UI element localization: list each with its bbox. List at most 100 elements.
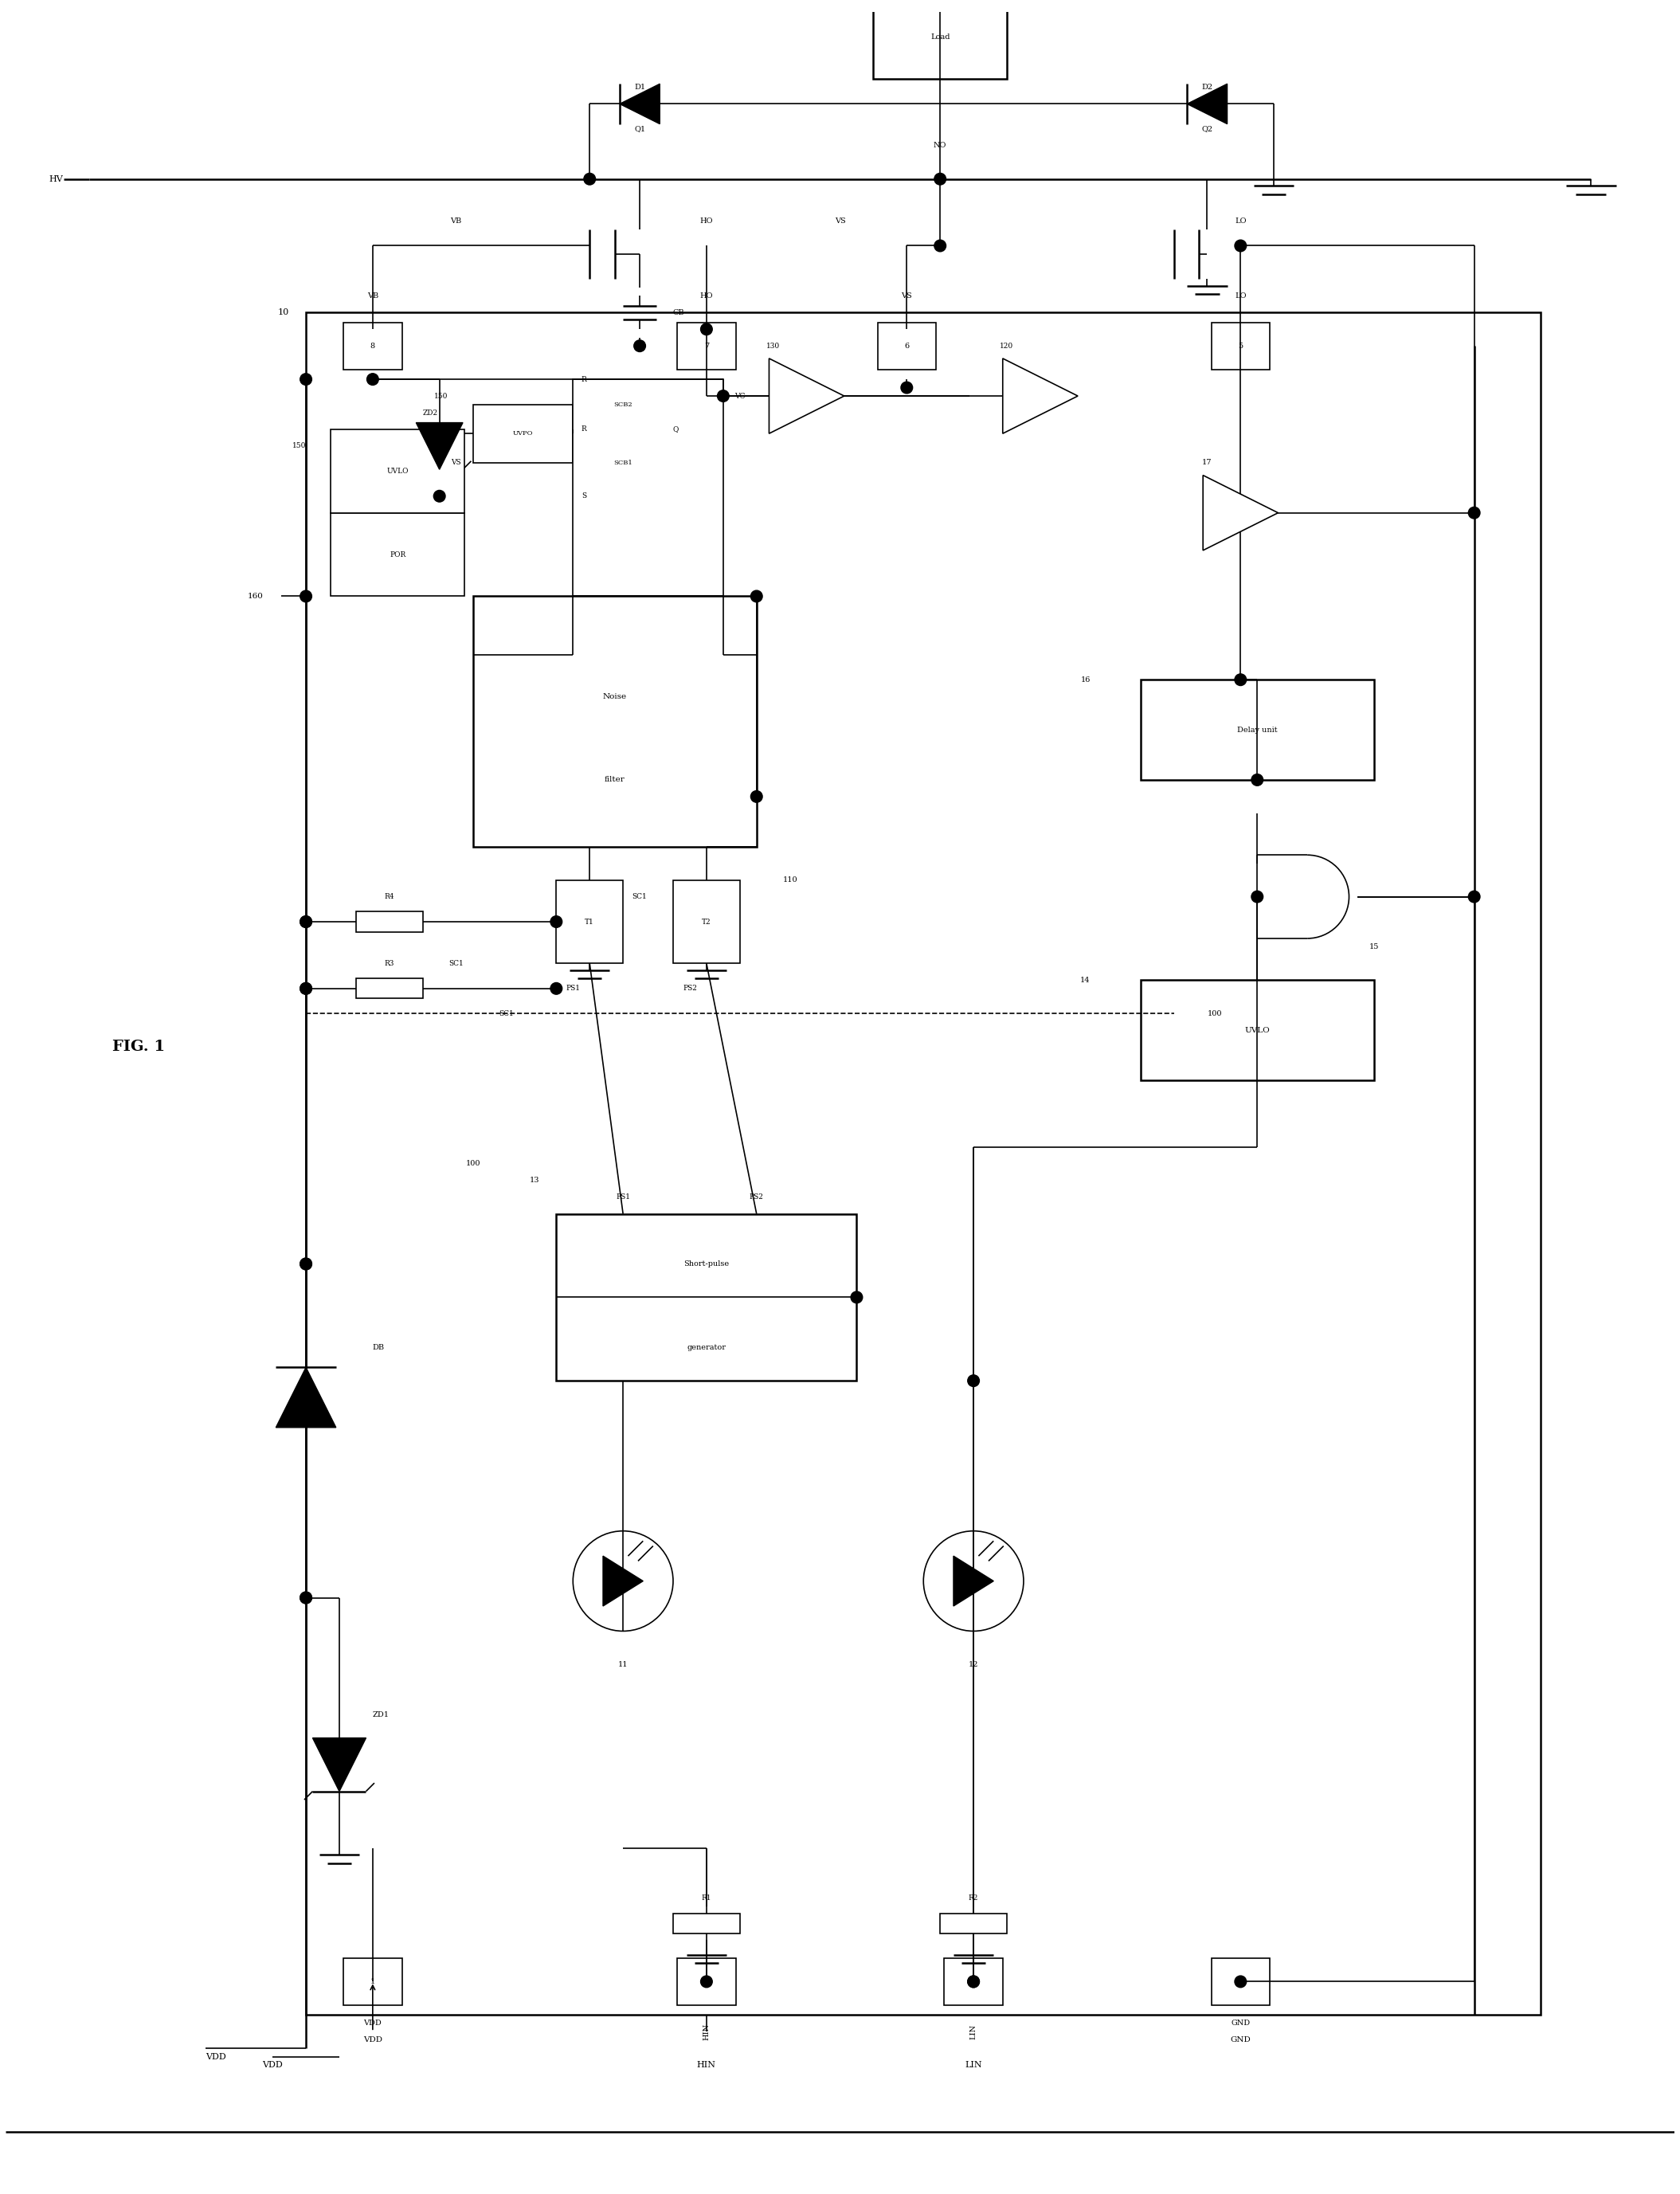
Circle shape xyxy=(900,382,912,393)
Text: Q2: Q2 xyxy=(1201,125,1213,132)
Circle shape xyxy=(1252,774,1263,785)
Text: HO: HO xyxy=(701,217,712,224)
Circle shape xyxy=(551,983,563,994)
Bar xyxy=(556,880,623,963)
Bar xyxy=(306,312,1541,2014)
Text: Load: Load xyxy=(931,33,949,42)
Circle shape xyxy=(301,983,312,994)
Bar xyxy=(556,1213,857,1380)
Polygon shape xyxy=(1203,476,1278,551)
Bar xyxy=(674,1913,739,1933)
Text: ZD1: ZD1 xyxy=(373,1711,390,1718)
Text: VDD: VDD xyxy=(363,2021,381,2027)
Text: R1: R1 xyxy=(702,1896,711,1902)
Bar xyxy=(1141,981,1374,1079)
Text: HIN: HIN xyxy=(702,2023,711,2040)
Text: SC1: SC1 xyxy=(632,893,647,900)
Bar xyxy=(472,404,573,463)
Text: UVLO: UVLO xyxy=(386,467,408,474)
Text: PS2: PS2 xyxy=(749,1194,764,1200)
Text: SC1: SC1 xyxy=(449,961,464,968)
Polygon shape xyxy=(620,83,660,123)
Text: HV: HV xyxy=(49,176,62,182)
Circle shape xyxy=(301,915,312,928)
Circle shape xyxy=(301,373,312,386)
Text: FIG. 1: FIG. 1 xyxy=(113,1040,165,1053)
Text: LIN: LIN xyxy=(964,2060,983,2069)
Text: Short-pulse: Short-pulse xyxy=(684,1259,729,1268)
Text: VB: VB xyxy=(366,292,378,298)
Text: T2: T2 xyxy=(702,917,711,926)
Text: LO: LO xyxy=(1235,292,1247,298)
Text: SCB1: SCB1 xyxy=(613,459,632,465)
Bar xyxy=(356,979,423,998)
Text: 12: 12 xyxy=(969,1661,978,1667)
Text: R3: R3 xyxy=(385,961,395,968)
Text: HIN: HIN xyxy=(697,2060,716,2069)
Bar xyxy=(941,1913,1006,1933)
Text: VDD: VDD xyxy=(207,2054,227,2060)
Bar xyxy=(874,0,1006,79)
Circle shape xyxy=(366,373,378,386)
Bar xyxy=(343,323,402,369)
Circle shape xyxy=(585,173,595,184)
Text: 130: 130 xyxy=(766,342,780,349)
Circle shape xyxy=(551,915,563,928)
Circle shape xyxy=(968,1977,979,1988)
Bar xyxy=(1211,1959,1270,2005)
Circle shape xyxy=(701,323,712,336)
Text: 160: 160 xyxy=(249,592,264,599)
Circle shape xyxy=(301,915,312,928)
Text: 7: 7 xyxy=(704,342,709,349)
Text: 150: 150 xyxy=(292,443,306,450)
Bar xyxy=(674,880,739,963)
Text: 100: 100 xyxy=(1208,1009,1221,1018)
Text: 2: 2 xyxy=(704,1979,709,1986)
Circle shape xyxy=(751,790,763,803)
Circle shape xyxy=(934,239,946,252)
Text: VDD: VDD xyxy=(262,2060,282,2069)
Text: SCB2: SCB2 xyxy=(613,402,632,408)
Text: SC1: SC1 xyxy=(499,1009,514,1018)
Text: VS: VS xyxy=(900,292,912,298)
Text: D1: D1 xyxy=(633,83,645,90)
Text: POR: POR xyxy=(390,551,407,557)
Text: Delay unit: Delay unit xyxy=(1236,726,1277,733)
Text: R2: R2 xyxy=(969,1896,978,1902)
Bar xyxy=(323,380,1240,847)
Text: R: R xyxy=(581,375,586,384)
Text: 6: 6 xyxy=(904,342,909,349)
Text: PS2: PS2 xyxy=(682,985,697,992)
Polygon shape xyxy=(1188,83,1226,123)
Bar xyxy=(1141,680,1374,779)
Circle shape xyxy=(1235,674,1247,685)
Text: UVPO: UVPO xyxy=(512,430,533,437)
Bar xyxy=(677,1959,736,2005)
Circle shape xyxy=(1252,891,1263,902)
Text: LO: LO xyxy=(1235,217,1247,224)
Circle shape xyxy=(1468,891,1480,902)
Text: 16: 16 xyxy=(1080,676,1090,682)
Text: PS1: PS1 xyxy=(617,1194,630,1200)
Bar xyxy=(1211,323,1270,369)
Circle shape xyxy=(301,590,312,601)
Circle shape xyxy=(1235,239,1247,252)
Bar xyxy=(944,1959,1003,2005)
Text: S: S xyxy=(581,491,586,500)
Circle shape xyxy=(301,1593,312,1604)
Text: 15: 15 xyxy=(1369,943,1379,950)
Text: VC: VC xyxy=(734,393,746,399)
Circle shape xyxy=(968,1376,979,1387)
Text: Q1: Q1 xyxy=(633,125,645,132)
Circle shape xyxy=(717,391,729,402)
Polygon shape xyxy=(954,1556,993,1606)
Text: D2: D2 xyxy=(1201,83,1213,90)
Polygon shape xyxy=(276,1367,336,1428)
Polygon shape xyxy=(1003,358,1079,434)
Text: GND: GND xyxy=(1230,2036,1252,2043)
Text: 10: 10 xyxy=(277,309,289,316)
Polygon shape xyxy=(417,423,462,470)
Text: HO: HO xyxy=(701,292,712,298)
Circle shape xyxy=(301,1257,312,1270)
Bar xyxy=(573,380,722,597)
